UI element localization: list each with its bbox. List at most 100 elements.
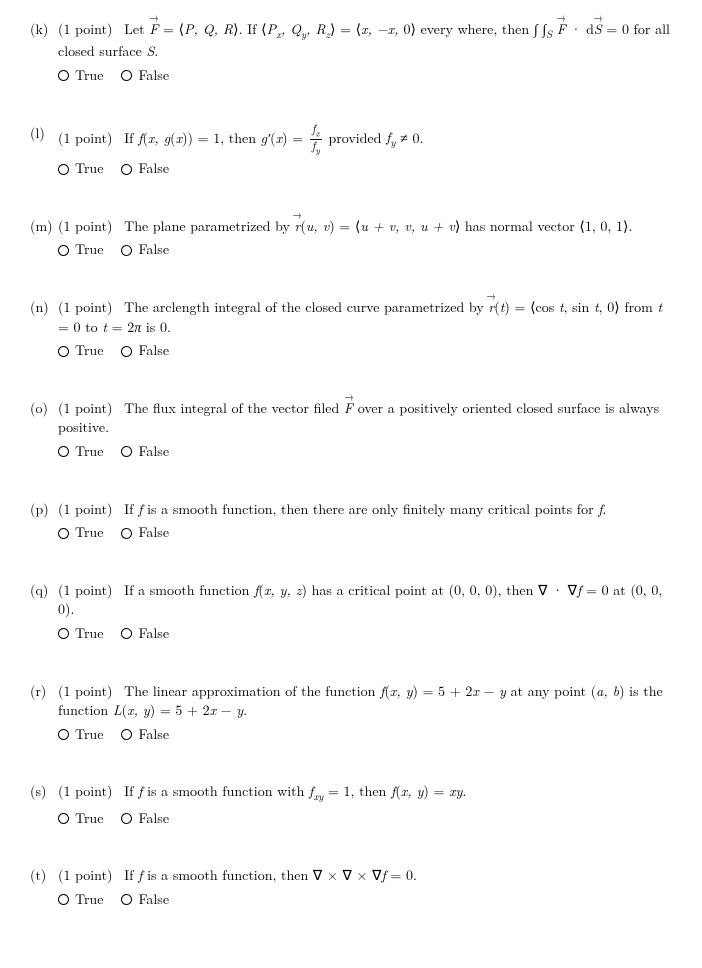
- radio-icon: [121, 164, 132, 175]
- option-false[interactable]: False: [121, 159, 169, 179]
- radio-icon: [121, 894, 132, 905]
- option-false-label: False: [138, 809, 169, 829]
- option-true-label: True: [75, 624, 103, 644]
- question-body: (1 point) The flux integral of the vecto…: [58, 399, 672, 438]
- true-false-options: True False: [58, 341, 672, 361]
- option-true-label: True: [75, 442, 103, 462]
- option-true[interactable]: True: [58, 523, 103, 543]
- question-n: (n)(1 point) The arclength integral of t…: [30, 298, 672, 361]
- option-true-label: True: [75, 890, 103, 910]
- option-false[interactable]: False: [121, 523, 169, 543]
- option-true-label: True: [75, 66, 103, 86]
- question-p: (p)(1 point) If f is a smooth function, …: [30, 500, 672, 543]
- option-false[interactable]: False: [121, 341, 169, 361]
- option-true[interactable]: True: [58, 341, 103, 361]
- radio-icon: [121, 245, 132, 256]
- true-false-options: True False: [58, 66, 672, 86]
- option-false[interactable]: False: [121, 240, 169, 260]
- radio-icon: [58, 894, 69, 905]
- option-true[interactable]: True: [58, 725, 103, 745]
- true-false-options: True False: [58, 809, 672, 829]
- option-false[interactable]: False: [121, 890, 169, 910]
- question-body: (1 point) Let F = ⟨P, Q, R⟩. If ⟨Px, Qy,…: [58, 20, 672, 62]
- question-s: (s)(1 point) If f is a smooth function w…: [30, 782, 672, 828]
- question-label: (k): [30, 20, 58, 40]
- option-false-label: False: [138, 725, 169, 745]
- true-false-options: True False: [58, 240, 672, 260]
- question-q: (q)(1 point) If a smooth function f(x, y…: [30, 581, 672, 644]
- option-false[interactable]: False: [121, 725, 169, 745]
- radio-icon: [58, 346, 69, 357]
- questions-list: (k)(1 point) Let F = ⟨P, Q, R⟩. If ⟨Px, …: [30, 20, 672, 910]
- question-body: (1 point) The linear approximation of th…: [58, 682, 672, 721]
- radio-icon: [121, 729, 132, 740]
- question-label: (o): [30, 399, 58, 419]
- question-label: (m): [30, 217, 58, 237]
- option-false-label: False: [138, 442, 169, 462]
- option-true-label: True: [75, 159, 103, 179]
- question-label: (l): [30, 124, 58, 144]
- option-true[interactable]: True: [58, 624, 103, 644]
- option-true[interactable]: True: [58, 890, 103, 910]
- option-false-label: False: [138, 66, 169, 86]
- true-false-options: True False: [58, 523, 672, 543]
- question-o: (o)(1 point) The flux integral of the ve…: [30, 399, 672, 462]
- question-label: (n): [30, 298, 58, 318]
- option-false-label: False: [138, 159, 169, 179]
- question-body: (1 point) If f is a smooth function with…: [58, 782, 672, 804]
- option-true-label: True: [75, 809, 103, 829]
- option-false[interactable]: False: [121, 442, 169, 462]
- question-k: (k)(1 point) Let F = ⟨P, Q, R⟩. If ⟨Px, …: [30, 20, 672, 86]
- option-false[interactable]: False: [121, 809, 169, 829]
- question-r: (r)(1 point) The linear approximation of…: [30, 682, 672, 745]
- option-false[interactable]: False: [121, 66, 169, 86]
- question-l: (l)(1 point) If f(x, g(x)) = 1, then g′(…: [30, 124, 672, 179]
- option-false-label: False: [138, 523, 169, 543]
- true-false-options: True False: [58, 442, 672, 462]
- option-true[interactable]: True: [58, 159, 103, 179]
- question-label: (t): [30, 866, 58, 886]
- true-false-options: True False: [58, 890, 672, 910]
- option-true[interactable]: True: [58, 442, 103, 462]
- option-false-label: False: [138, 890, 169, 910]
- radio-icon: [121, 70, 132, 81]
- radio-icon: [58, 813, 69, 824]
- option-false[interactable]: False: [121, 624, 169, 644]
- radio-icon: [58, 164, 69, 175]
- radio-icon: [121, 446, 132, 457]
- option-true-label: True: [75, 341, 103, 361]
- radio-icon: [58, 446, 69, 457]
- option-true-label: True: [75, 523, 103, 543]
- question-body: (1 point) The arclength integral of the …: [58, 298, 672, 337]
- radio-icon: [121, 528, 132, 539]
- radio-icon: [58, 628, 69, 639]
- radio-icon: [58, 245, 69, 256]
- question-t: (t)(1 point) If f is a smooth function, …: [30, 866, 672, 909]
- true-false-options: True False: [58, 725, 672, 745]
- radio-icon: [121, 346, 132, 357]
- true-false-options: True False: [58, 624, 672, 644]
- question-body: (1 point) The plane parametrized by r(u,…: [58, 217, 672, 237]
- true-false-options: True False: [58, 159, 672, 179]
- question-label: (r): [30, 682, 58, 702]
- option-false-label: False: [138, 240, 169, 260]
- radio-icon: [58, 70, 69, 81]
- radio-icon: [121, 813, 132, 824]
- option-false-label: False: [138, 341, 169, 361]
- option-true[interactable]: True: [58, 240, 103, 260]
- question-body: (1 point) If a smooth function f(x, y, z…: [58, 581, 672, 620]
- question-label: (p): [30, 500, 58, 520]
- option-true[interactable]: True: [58, 66, 103, 86]
- question-body: (1 point) If f is a smooth function, the…: [58, 500, 672, 520]
- question-label: (s): [30, 782, 58, 802]
- option-false-label: False: [138, 624, 169, 644]
- option-true[interactable]: True: [58, 809, 103, 829]
- question-m: (m)(1 point) The plane parametrized by r…: [30, 217, 672, 260]
- option-true-label: True: [75, 240, 103, 260]
- radio-icon: [121, 628, 132, 639]
- question-body: (1 point) If f is a smooth function, the…: [58, 866, 672, 886]
- question-body: (1 point) If f(x, g(x)) = 1, then g′(x) …: [58, 124, 672, 156]
- radio-icon: [58, 729, 69, 740]
- option-true-label: True: [75, 725, 103, 745]
- radio-icon: [58, 528, 69, 539]
